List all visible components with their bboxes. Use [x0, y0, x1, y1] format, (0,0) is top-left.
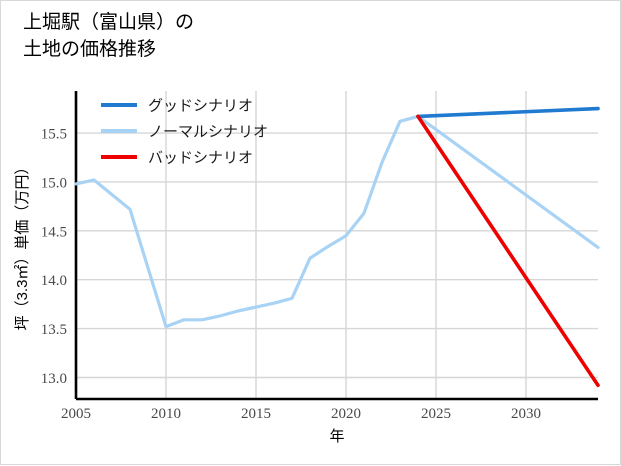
- y-axis-title: 坪（3.3㎡）単価（万円）: [14, 160, 31, 331]
- x-tick-label-2030: 2030: [511, 406, 541, 422]
- y-tick-label-15.0: 15.0: [41, 175, 67, 191]
- legend-label-bad: バッドシナリオ: [148, 151, 253, 167]
- y-tick-label-13.0: 13.0: [41, 371, 67, 387]
- data-series: [74, 106, 600, 388]
- series-line-bad: [416, 114, 600, 388]
- axis-spines: [74, 91, 598, 401]
- y-tick-label-14.5: 14.5: [41, 224, 67, 240]
- y-tick-label-13.5: 13.5: [41, 322, 67, 338]
- axis-titles: 年 坪（3.3㎡）単価（万円）: [14, 160, 345, 445]
- x-tick-label-2025: 2025: [421, 406, 451, 422]
- series-line-normal: [74, 114, 600, 329]
- x-tick-label-2020: 2020: [331, 406, 361, 422]
- x-tick-label-2010: 2010: [151, 406, 181, 422]
- page-title: 上堀駅（富山県）の 土地の価格推移: [23, 12, 195, 60]
- y-tick-label-14.0: 14.0: [41, 273, 67, 289]
- y-axis-tick-labels: 13.0 13.5 14.0 14.5 15.0 15.5: [41, 127, 67, 387]
- x-tick-label-2005: 2005: [61, 406, 91, 422]
- x-axis-title: 年: [329, 428, 344, 445]
- x-axis-tick-labels: 2005 2010 2015 2020 2025 2030: [61, 406, 541, 422]
- y-tick-label-15.5: 15.5: [41, 127, 67, 143]
- series-line-good: [416, 106, 600, 119]
- legend-label-normal: ノーマルシナリオ: [148, 125, 268, 141]
- legend-label-good: グッドシナリオ: [148, 98, 253, 115]
- x-tick-label-2015: 2015: [241, 406, 271, 422]
